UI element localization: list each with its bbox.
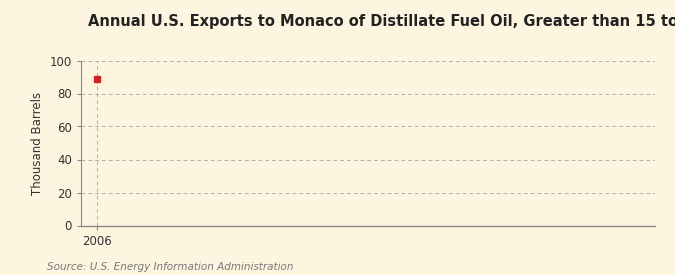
Text: Source: U.S. Energy Information Administration: Source: U.S. Energy Information Administ… [47, 262, 294, 272]
Y-axis label: Thousand Barrels: Thousand Barrels [31, 91, 44, 195]
Text: Annual U.S. Exports to Monaco of Distillate Fuel Oil, Greater than 15 to 500 ppm: Annual U.S. Exports to Monaco of Distill… [88, 14, 675, 29]
